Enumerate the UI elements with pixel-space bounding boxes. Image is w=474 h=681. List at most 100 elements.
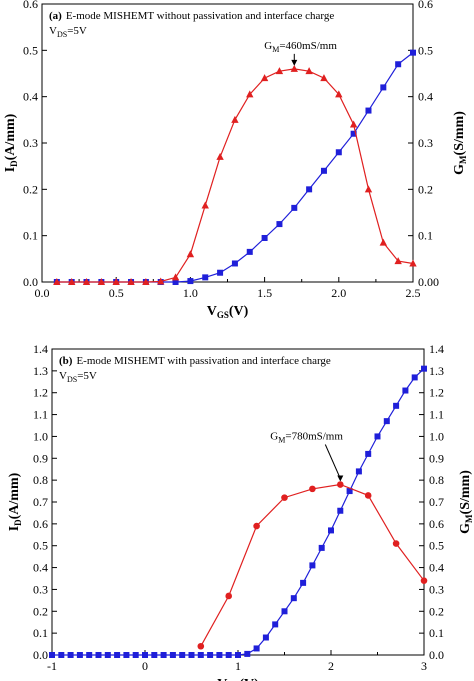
- x-axis-label-sub: GS: [217, 310, 229, 320]
- drain-current-point: [104, 652, 111, 658]
- y-right-tick-label: 0.4: [418, 90, 433, 104]
- drain-current-point: [231, 260, 238, 267]
- drain-voltage-condition-rest: =5V: [67, 25, 87, 37]
- drain-current-point: [318, 544, 325, 551]
- transconductance-point: [197, 642, 205, 650]
- drain-voltage-condition-main: V: [49, 25, 57, 37]
- drain-current-point: [123, 652, 130, 658]
- transconductance-point: [364, 185, 373, 193]
- x-tick-label: 2.0: [331, 286, 346, 300]
- y-right-tick-label: 0.0: [429, 648, 444, 662]
- transconductance-point: [97, 278, 106, 285]
- y-right-tick-label: 0.9: [429, 451, 444, 465]
- drain-current-point: [261, 234, 268, 241]
- panel-title: (a) E-mode MISHEMT without passivation an…: [49, 10, 334, 22]
- peak-transconductance-label: GM=460mS/mm: [264, 40, 337, 54]
- transconductance-point: [67, 278, 76, 285]
- y-left-tick-label: 0.7: [33, 495, 48, 509]
- drain-current-point: [306, 186, 313, 193]
- y-right-tick-label: 0.2: [418, 182, 433, 196]
- y-right-axis-label-main: G: [458, 523, 473, 534]
- panel-letter: (a): [49, 10, 62, 22]
- drain-current-point: [246, 248, 253, 255]
- transconductance-point: [82, 278, 91, 285]
- y-right-axis-label-main: G: [452, 164, 467, 175]
- y-left-tick-label: 1.2: [33, 386, 48, 400]
- y-right-tick-label: 0.8: [429, 473, 444, 487]
- drain-current-point: [207, 652, 214, 658]
- x-tick-label: 2: [328, 659, 334, 673]
- drain-voltage-condition-rest: =5V: [77, 370, 97, 382]
- transconductance-point: [349, 120, 358, 128]
- panel-title-text: E-mode MISHEMT with passivation and inte…: [76, 355, 330, 367]
- drain-current-point: [188, 652, 195, 658]
- transconductance-line: [56, 68, 414, 283]
- y-right-axis-label-sub: M: [464, 514, 474, 523]
- x-tick-label: 0: [142, 659, 148, 673]
- y-left-axis-label-rest: (A/mm): [3, 113, 18, 160]
- panel-title: (b) E-mode MISHEMT with passivation and i…: [59, 355, 331, 367]
- y-left-tick-label: 0.5: [23, 43, 38, 57]
- y-left-tick-label: 0.9: [33, 451, 48, 465]
- drain-current-point: [365, 450, 372, 457]
- transconductance-point: [171, 273, 180, 281]
- transconductance-point: [186, 250, 195, 258]
- transconductance-point: [337, 481, 344, 488]
- y-right-tick-label: 0.3: [429, 582, 444, 596]
- drain-voltage-condition: VDS=5V: [49, 25, 87, 39]
- x-tick-label: 3: [421, 659, 427, 673]
- drain-current-point: [411, 374, 418, 381]
- plot-frame: [51, 348, 425, 656]
- y-right-tick-label: 0.6: [429, 517, 444, 531]
- transconductance-point: [320, 74, 328, 82]
- drain-current-point: [197, 652, 204, 658]
- transconductance-point: [127, 278, 135, 285]
- transconductance-point: [290, 64, 298, 72]
- y-left-tick-label: 0.3: [33, 582, 48, 596]
- x-tick-label: -1: [47, 659, 57, 673]
- transconductance-point: [260, 74, 269, 82]
- drain-current-point: [291, 204, 298, 211]
- panel-title-text: E-mode MISHEMT without passivation and i…: [66, 10, 335, 22]
- y-left-tick-label: 0.0: [23, 275, 38, 289]
- y-right-tick-label: 0.1: [429, 626, 444, 640]
- x-tick-label: 1.5: [257, 286, 272, 300]
- transconductance-point: [253, 522, 260, 530]
- y-right-tick-label: 1.2: [429, 386, 444, 400]
- drain-current-point: [67, 652, 74, 658]
- transconductance-point: [112, 278, 120, 285]
- drain-current-point: [335, 149, 342, 156]
- transconductance-point: [281, 494, 288, 501]
- drain-current-point: [346, 488, 353, 495]
- transconductance-point: [201, 201, 209, 209]
- transconductance-point: [53, 278, 61, 285]
- drain-current-line: [52, 368, 425, 656]
- annotation-arrow: [324, 444, 341, 479]
- x-axis-label: VGS(V): [207, 304, 249, 320]
- drain-current-point: [281, 608, 288, 615]
- x-axis-label-main: V: [217, 677, 227, 681]
- y-right-tick-label: 0.1: [418, 229, 433, 243]
- drain-current-point: [300, 579, 307, 586]
- drain-current-point: [160, 652, 167, 658]
- drain-current-point: [49, 652, 55, 658]
- transconductance-point: [420, 577, 428, 584]
- drain-current-point: [272, 621, 279, 628]
- drain-current-point: [374, 433, 381, 440]
- y-left-tick-label: 0.1: [33, 626, 48, 640]
- drain-current-point: [383, 418, 390, 425]
- drain-current-point: [410, 49, 416, 56]
- transconductance-point: [309, 485, 316, 493]
- drain-current-point: [328, 527, 334, 534]
- drain-current-point: [151, 652, 158, 658]
- y-right-axis-label: GM(S/mm): [458, 470, 474, 534]
- y-right-tick-label: 0.00: [418, 275, 439, 289]
- peak-transconductance-label-rest: =460mS/mm: [279, 40, 337, 52]
- y-right-tick-label: 0.4: [429, 561, 444, 575]
- y-left-tick-label: 0.4: [33, 561, 48, 575]
- peak-transconductance-label: GM=780mS/mm: [270, 431, 343, 445]
- x-tick-label: 0.0: [35, 286, 50, 300]
- y-right-tick-label: 1.3: [429, 364, 444, 378]
- transconductance-point: [142, 278, 150, 285]
